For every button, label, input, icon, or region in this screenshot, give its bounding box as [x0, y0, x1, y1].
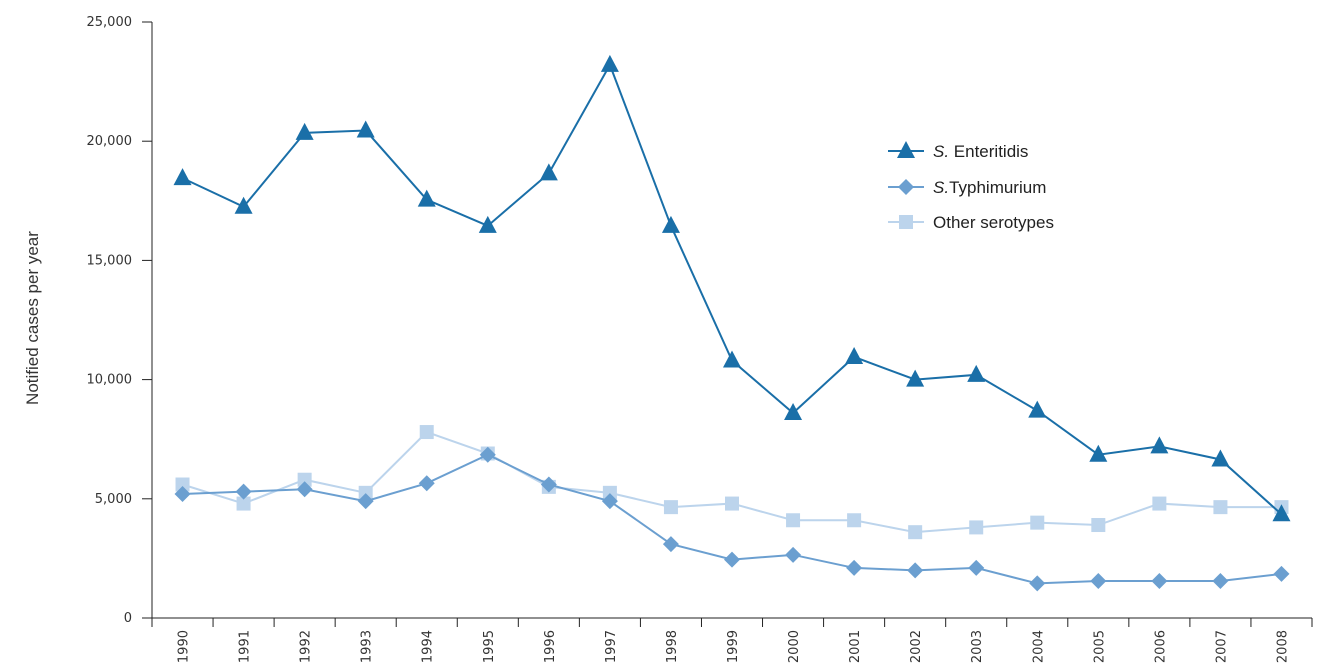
data-point [1211, 449, 1230, 467]
data-point [296, 481, 313, 498]
data-point [661, 215, 680, 233]
data-point [539, 163, 558, 181]
x-tick-label: 2007 [1214, 630, 1229, 663]
data-point [907, 562, 924, 579]
data-point [847, 513, 862, 528]
x-tick-label: 2004 [1031, 630, 1046, 663]
data-point [602, 485, 617, 500]
data-point [358, 485, 373, 500]
data-point [908, 525, 923, 540]
data-point [906, 369, 925, 387]
series-typhimurium [174, 446, 1290, 592]
legend-item: Other serotypes [888, 213, 1054, 232]
data-point [419, 425, 434, 440]
legend: S. Enteritidis S.Typhimurium Other serotyp… [888, 141, 1054, 232]
data-point [969, 520, 984, 535]
series-line [182, 62, 1283, 516]
data-point [1091, 518, 1106, 533]
data-point [1029, 575, 1046, 592]
y-tick-label: 0 [124, 611, 132, 626]
data-point [967, 364, 986, 382]
data-point [663, 500, 678, 515]
data-point [1151, 573, 1168, 590]
data-point [540, 476, 557, 493]
data-point [1090, 573, 1107, 590]
y-tick-label: 15,000 [87, 253, 133, 268]
x-tick-label: 1992 [299, 630, 314, 663]
data-point [1028, 400, 1047, 418]
data-point [786, 513, 801, 528]
data-point [1030, 515, 1045, 530]
y-axis-title: Notified cases per year [23, 231, 42, 405]
series-layer [173, 54, 1291, 592]
legend-item: S. Enteritidis [888, 141, 1028, 161]
data-point [174, 486, 191, 503]
data-point [1273, 565, 1290, 582]
x-tick-label: 1997 [604, 630, 619, 663]
data-point [175, 477, 190, 492]
x-tick-label: 1991 [238, 630, 253, 663]
y-tick-label: 20,000 [87, 134, 133, 149]
data-point [236, 496, 251, 511]
legend-label: Other serotypes [933, 213, 1054, 232]
x-tick-label: 1993 [360, 630, 375, 663]
x-tick-label: 1999 [726, 630, 741, 663]
data-point [357, 493, 374, 510]
data-point [845, 346, 864, 364]
data-point [784, 402, 803, 420]
data-point [417, 189, 436, 207]
y-tick-label: 10,000 [87, 373, 133, 388]
x-tick-label: 2003 [970, 630, 985, 663]
data-point [723, 350, 741, 368]
data-point [1089, 444, 1108, 462]
data-point [234, 196, 253, 214]
x-tick-label: 1996 [543, 630, 558, 663]
series-other-serotypes [175, 425, 1289, 540]
data-point [1150, 436, 1169, 454]
legend-label: S.Typhimurium [933, 178, 1046, 197]
data-point [1152, 496, 1167, 511]
x-tick-label: 1995 [482, 630, 497, 663]
series-line [182, 430, 1282, 534]
x-tick-label: 2005 [1092, 630, 1107, 663]
x-tick-label: 2008 [1275, 630, 1290, 663]
data-point [297, 472, 312, 487]
data-point [1272, 504, 1291, 522]
legend-swatch-marker [899, 215, 913, 229]
data-point [479, 446, 496, 463]
x-tick-label: 2006 [1153, 630, 1168, 663]
x-tick-label: 2002 [909, 630, 924, 663]
x-tick-label: 1998 [665, 630, 680, 663]
data-point [600, 54, 619, 72]
series-enteritidis [173, 54, 1291, 522]
data-point [601, 493, 618, 510]
data-point [968, 559, 985, 576]
legend-item: S.Typhimurium [888, 178, 1046, 197]
data-point [1212, 573, 1229, 590]
data-point [295, 122, 314, 140]
data-point [418, 475, 435, 492]
data-point [725, 496, 739, 511]
legend-label: S. Enteritidis [933, 142, 1028, 161]
data-point [662, 536, 679, 553]
data-point [846, 559, 863, 576]
data-point [235, 483, 252, 500]
x-tick-label: 1994 [421, 630, 436, 663]
data-point [1213, 500, 1228, 515]
data-point [785, 546, 802, 563]
legend-swatch-marker [898, 179, 914, 195]
x-tick-label: 1990 [177, 630, 192, 663]
data-point [356, 120, 375, 138]
axes: 0 5,000 10,000 15,000 20,000 25,000 1990 1991 19… [87, 15, 1313, 663]
data-point [173, 168, 192, 186]
x-tick-label: 2001 [848, 630, 863, 663]
data-point [478, 215, 497, 233]
y-tick-label: 5,000 [95, 492, 132, 507]
x-tick-label: 2000 [787, 630, 802, 663]
legend-swatch-marker [897, 141, 915, 158]
y-tick-label: 25,000 [87, 15, 133, 30]
data-point [724, 551, 740, 568]
